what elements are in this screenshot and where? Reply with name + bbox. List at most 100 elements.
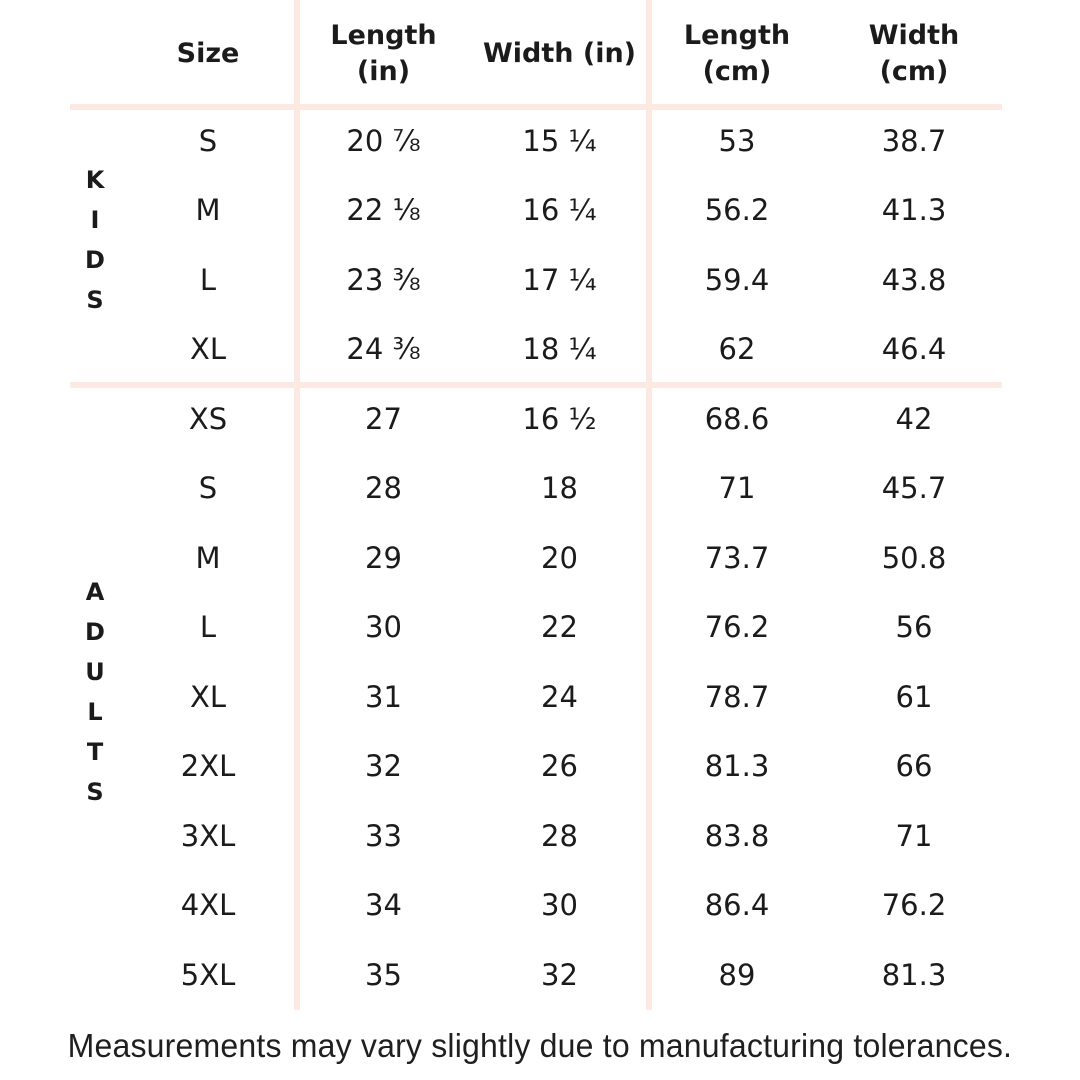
- width-cm-cell: 81.3: [881, 957, 947, 992]
- size-cell: M: [195, 540, 221, 575]
- width-cm-cell: 41.3: [881, 193, 947, 228]
- length-cm-cell: 86.4: [704, 888, 770, 923]
- column-header-line: Length: [330, 19, 437, 51]
- length-in-cell: 35: [365, 957, 402, 992]
- table-row: 2XL 32 26 81.3 66: [0, 733, 1002, 803]
- column-header-length-in: Length (in): [296, 0, 471, 107]
- size-cell: M: [195, 193, 221, 228]
- kids-adults-divider-line: [70, 382, 1002, 388]
- width-cm-cell: 56: [895, 610, 933, 645]
- table-row: 3XL 33 28 83.8 71: [0, 802, 1002, 872]
- width-cm-cell: 76.2: [881, 888, 947, 923]
- column-header-width-in: Width (in): [471, 0, 648, 107]
- length-cm-cell: 68.6: [704, 401, 770, 436]
- column-header-size: Size: [150, 0, 296, 107]
- length-cm-cell: 71: [718, 471, 756, 506]
- width-in-cell: 16 ½: [522, 401, 597, 436]
- column-header-line: Width (in): [482, 37, 637, 69]
- size-cell: L: [199, 262, 217, 297]
- length-cm-cell: 53: [718, 123, 756, 158]
- width-in-cell: 30: [541, 888, 578, 923]
- size-cell: S: [198, 471, 218, 506]
- width-in-cell: 15 ¼: [522, 123, 597, 158]
- width-cm-cell: 43.8: [881, 262, 947, 297]
- vertical-divider-2: [646, 0, 652, 1010]
- width-in-cell: 28: [541, 818, 578, 853]
- vertical-divider-1: [294, 0, 300, 1010]
- table-row: XS 27 16 ½ 68.6 42: [0, 385, 1002, 455]
- column-header-line: (in): [356, 55, 411, 87]
- size-cell: L: [199, 610, 217, 645]
- table-row: 4XL 34 30 86.4 76.2: [0, 872, 1002, 942]
- size-cell: XL: [189, 332, 227, 367]
- column-header-line: Length: [683, 19, 791, 51]
- size-cell: 4XL: [180, 888, 236, 923]
- size-cell: S: [198, 123, 218, 158]
- header-divider-line: [70, 104, 1002, 110]
- table-row: L 30 22 76.2 56: [0, 594, 1002, 664]
- width-in-cell: 16 ¼: [522, 193, 597, 228]
- width-cm-cell: 50.8: [881, 540, 947, 575]
- width-cm-cell: 66: [895, 749, 933, 784]
- footer: Measurements may vary slightly due to ma…: [0, 1012, 1080, 1080]
- length-cm-cell: 62: [718, 332, 756, 367]
- length-cm-cell: 78.7: [704, 679, 770, 714]
- size-cell: XL: [189, 679, 227, 714]
- size-cell: 2XL: [180, 749, 236, 784]
- width-cm-cell: 38.7: [881, 123, 947, 158]
- length-in-cell: 32: [365, 749, 402, 784]
- table-row: S 20 ⅞ 15 ¼ 53 38.7: [0, 107, 1002, 177]
- length-in-cell: 24 ⅜: [346, 332, 421, 367]
- length-cm-cell: 59.4: [704, 262, 770, 297]
- length-in-cell: 29: [365, 540, 402, 575]
- width-cm-cell: 71: [895, 818, 933, 853]
- length-in-cell: 33: [365, 818, 402, 853]
- group-label-adults: ADULTS: [81, 577, 109, 818]
- width-cm-cell: 61: [895, 679, 933, 714]
- size-cell: 5XL: [180, 957, 236, 992]
- width-in-cell: 17 ¼: [522, 262, 597, 297]
- column-header-line: Width: [868, 19, 960, 51]
- length-in-cell: 27: [365, 401, 402, 436]
- table-header-row: Size Length (in) Width (in) Length (cm) …: [0, 0, 1002, 107]
- width-in-cell: 18: [541, 471, 578, 506]
- column-header-line: (cm): [702, 55, 772, 87]
- size-cell: 3XL: [180, 818, 236, 853]
- length-cm-cell: 73.7: [704, 540, 770, 575]
- width-in-cell: 26: [541, 749, 578, 784]
- width-in-cell: 20: [541, 540, 578, 575]
- length-in-cell: 28: [365, 471, 402, 506]
- length-cm-cell: 89: [718, 957, 756, 992]
- table-row: 5XL 35 32 89 81.3: [0, 941, 1002, 1011]
- table-row: L 23 ⅜ 17 ¼ 59.4 43.8: [0, 246, 1002, 316]
- width-in-cell: 18 ¼: [522, 332, 597, 367]
- length-in-cell: 31: [365, 679, 402, 714]
- tolerance-note: Measurements may vary slightly due to ma…: [67, 1027, 1013, 1064]
- size-cell: XS: [188, 401, 228, 436]
- length-in-cell: 30: [365, 610, 402, 645]
- column-header-line: (cm): [879, 55, 949, 87]
- group-label-kids: KIDS: [81, 166, 109, 326]
- width-in-cell: 24: [541, 679, 578, 714]
- width-in-cell: 22: [541, 610, 578, 645]
- length-in-cell: 34: [365, 888, 402, 923]
- table-row: XL 24 ⅜ 18 ¼ 62 46.4: [0, 316, 1002, 386]
- length-cm-cell: 56.2: [704, 193, 770, 228]
- length-cm-cell: 83.8: [704, 818, 770, 853]
- width-cm-cell: 45.7: [881, 471, 947, 506]
- column-header-width-cm: Width (cm): [826, 0, 1002, 107]
- width-cm-cell: 46.4: [881, 332, 947, 367]
- table-row: S 28 18 71 45.7: [0, 455, 1002, 525]
- width-cm-cell: 42: [895, 401, 933, 436]
- length-in-cell: 23 ⅜: [346, 262, 421, 297]
- length-cm-cell: 76.2: [704, 610, 770, 645]
- length-cm-cell: 81.3: [704, 749, 770, 784]
- table-row: XL 31 24 78.7 61: [0, 663, 1002, 733]
- table-row: M 22 ⅛ 16 ¼ 56.2 41.3: [0, 177, 1002, 247]
- column-header-line: Size: [176, 37, 240, 69]
- width-in-cell: 32: [541, 957, 578, 992]
- table-row: M 29 20 73.7 50.8: [0, 524, 1002, 594]
- column-header-length-cm: Length (cm): [648, 0, 826, 107]
- length-in-cell: 22 ⅛: [346, 193, 421, 228]
